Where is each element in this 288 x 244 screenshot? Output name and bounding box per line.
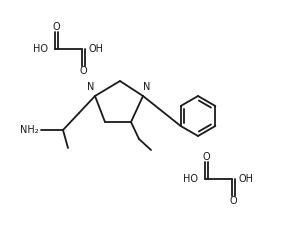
Text: O: O	[202, 152, 210, 162]
Text: O: O	[52, 22, 60, 32]
Text: O: O	[79, 66, 87, 76]
Text: HO: HO	[33, 44, 48, 54]
Text: OH: OH	[238, 174, 253, 184]
Text: N: N	[143, 82, 151, 92]
Text: OH: OH	[88, 44, 103, 54]
Text: O: O	[229, 196, 237, 206]
Text: NH₂: NH₂	[20, 125, 38, 135]
Text: HO: HO	[183, 174, 198, 184]
Text: N: N	[87, 82, 95, 92]
